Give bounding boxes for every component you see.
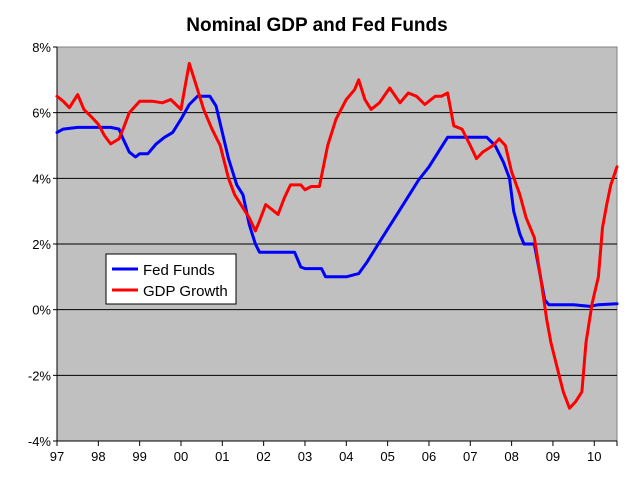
x-tick-label: 08 xyxy=(504,449,518,464)
x-tick-label: 99 xyxy=(132,449,146,464)
legend-box xyxy=(105,253,237,305)
x-tick-label: 06 xyxy=(422,449,436,464)
y-tick-label: 0% xyxy=(32,303,51,318)
x-tick-label: 05 xyxy=(380,449,394,464)
y-tick-label: -2% xyxy=(28,368,52,383)
x-tick-label: 09 xyxy=(546,449,560,464)
x-tick-label: 00 xyxy=(174,449,188,464)
legend-label-gdp-growth: GDP Growth xyxy=(143,283,228,300)
y-tick-label: -4% xyxy=(28,434,52,449)
x-tick-label: 02 xyxy=(256,449,270,464)
y-tick-label: 4% xyxy=(32,171,51,186)
x-tick-label: 03 xyxy=(298,449,312,464)
x-tick-label: 01 xyxy=(215,449,229,464)
x-tick-label: 98 xyxy=(91,449,105,464)
x-tick-label: 04 xyxy=(339,449,353,464)
x-tick-label: 97 xyxy=(50,449,64,464)
x-tick-label: 10 xyxy=(587,449,601,464)
series-line-gdp-growth xyxy=(55,61,619,410)
legend: Fed Funds GDP Growth xyxy=(105,253,237,305)
chart-title: Nominal GDP and Fed Funds xyxy=(186,15,447,36)
legend-label-fed-funds: Fed Funds xyxy=(143,262,215,279)
y-tick-label: 8% xyxy=(32,40,51,55)
x-tick-label: 07 xyxy=(463,449,477,464)
series-line-fed-funds xyxy=(55,94,619,308)
y-tick-label: 6% xyxy=(32,106,51,121)
y-tick-label: 2% xyxy=(32,237,51,252)
plot-area: -4% -2% 0% 2% 4% 6% 8% 97 98 99 00 01 02 03 04 05 06 07 08… xyxy=(28,40,619,464)
